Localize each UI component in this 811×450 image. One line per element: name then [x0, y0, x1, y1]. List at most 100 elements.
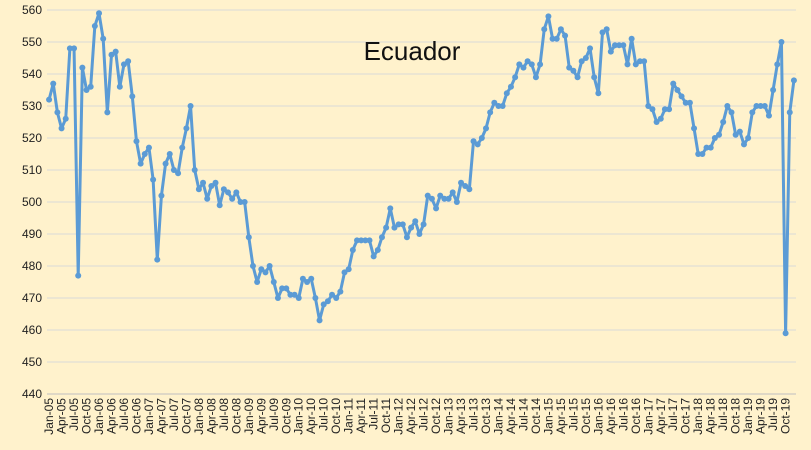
data-point — [699, 151, 706, 157]
data-point — [641, 58, 648, 65]
x-tick-label: Oct-06 — [129, 398, 143, 434]
x-tick-label: Jul-09 — [267, 398, 281, 431]
x-tick-label: Oct-19 — [779, 398, 793, 434]
x-tick-label: Jan-18 — [691, 398, 705, 435]
data-point — [424, 192, 431, 199]
data-point — [304, 279, 311, 285]
data-point — [707, 144, 714, 151]
data-point — [62, 115, 69, 122]
x-tick-label: Oct-07 — [179, 398, 193, 434]
y-tick-label: 520 — [22, 131, 42, 145]
data-point — [283, 285, 290, 292]
data-point — [366, 237, 373, 244]
data-point — [616, 42, 623, 49]
x-tick-label: Jul-14 — [516, 398, 530, 431]
y-tick-label: 550 — [22, 35, 42, 49]
x-tick-label: Oct-08 — [229, 398, 243, 434]
data-point — [691, 125, 698, 132]
y-tick-label: 460 — [22, 323, 42, 337]
data-point — [736, 128, 743, 135]
data-point — [507, 83, 514, 90]
data-point — [166, 151, 173, 157]
x-tick-label: Jan-19 — [741, 398, 755, 435]
data-point — [445, 195, 452, 202]
data-point — [645, 103, 652, 109]
data-point — [545, 13, 552, 20]
data-point — [732, 131, 739, 138]
data-point — [200, 179, 207, 186]
data-point — [703, 144, 710, 151]
data-point — [653, 119, 660, 125]
data-point — [570, 67, 577, 74]
data-point — [320, 301, 327, 308]
data-point — [387, 205, 394, 212]
data-point — [125, 58, 132, 65]
data-point — [324, 298, 331, 305]
data-point — [537, 61, 544, 68]
data-point — [175, 170, 182, 177]
x-tick-label: Apr-11 — [354, 398, 368, 433]
data-point — [695, 151, 702, 157]
x-tick-label: Jan-07 — [142, 398, 156, 435]
data-point — [79, 64, 86, 71]
x-tick-label: Jan-15 — [541, 398, 555, 435]
data-point — [778, 39, 785, 45]
data-point — [395, 221, 402, 228]
y-tick-label: 480 — [22, 259, 42, 273]
data-point — [266, 263, 273, 269]
data-point — [728, 109, 735, 116]
x-tick-label: Apr-15 — [554, 398, 568, 434]
data-point — [416, 231, 423, 237]
data-point — [370, 253, 377, 260]
x-tick-label: Oct-18 — [729, 398, 743, 434]
data-point — [383, 224, 390, 231]
x-tick-label: Apr-10 — [304, 398, 318, 434]
data-point — [516, 61, 523, 68]
data-point — [204, 195, 211, 202]
x-tick-label: Jan-11 — [342, 398, 356, 434]
x-tick-label: Jan-08 — [192, 398, 206, 435]
data-point — [341, 269, 348, 276]
data-point — [374, 247, 381, 253]
data-point — [108, 51, 115, 58]
data-point — [279, 285, 286, 292]
data-point — [520, 64, 527, 71]
data-point — [720, 119, 727, 125]
y-tick-label: 440 — [22, 387, 42, 401]
x-tick-label: Apr-05 — [55, 398, 69, 434]
data-point — [299, 275, 306, 282]
data-point — [628, 35, 635, 42]
data-point — [287, 291, 294, 298]
data-point — [657, 115, 664, 122]
data-point — [145, 144, 152, 151]
data-point — [774, 61, 781, 68]
data-point — [91, 23, 98, 29]
data-point — [711, 135, 718, 141]
data-point — [100, 35, 107, 42]
x-tick-label: Apr-17 — [654, 398, 668, 434]
data-point — [458, 179, 465, 186]
data-point — [582, 55, 589, 61]
y-tick-label: 450 — [22, 355, 42, 369]
data-point — [790, 77, 797, 84]
data-point — [678, 93, 685, 100]
data-point — [308, 275, 315, 282]
data-point — [587, 45, 594, 52]
x-tick-label: Jan-14 — [491, 398, 505, 435]
y-tick-label: 540 — [22, 67, 42, 81]
x-tick-label: Jul-05 — [67, 398, 81, 431]
data-point — [245, 234, 252, 241]
data-point — [591, 74, 598, 81]
data-point — [757, 103, 764, 109]
x-tick-label: Jan-13 — [442, 398, 456, 435]
data-point — [670, 80, 677, 87]
data-point — [75, 272, 82, 279]
data-point — [208, 183, 215, 189]
data-point — [104, 109, 111, 116]
data-point — [312, 295, 319, 301]
data-point — [137, 160, 144, 167]
series-production — [46, 10, 797, 337]
data-point — [636, 58, 643, 65]
data-point — [770, 87, 777, 93]
